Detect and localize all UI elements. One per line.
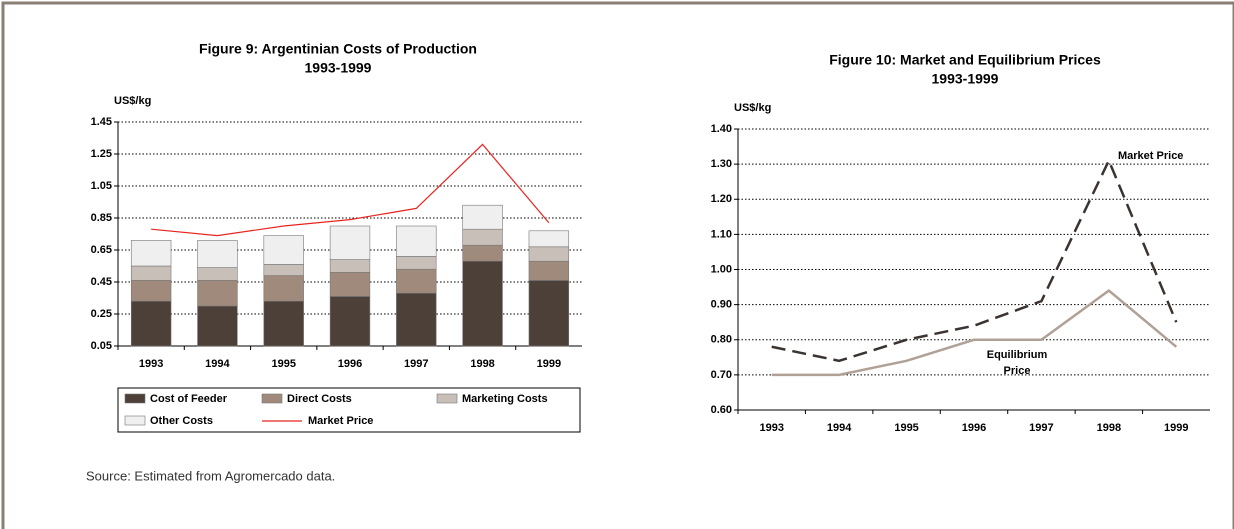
bar-segment <box>462 244 503 262</box>
bar-segment <box>130 265 172 281</box>
bar-segment <box>396 225 437 257</box>
bar-segment <box>528 246 570 262</box>
x-tick-label: 1994 <box>205 358 230 370</box>
x-tick-label: 1997 <box>404 358 428 370</box>
legend-box <box>117 387 581 433</box>
legend-label: Marketing Costs <box>462 393 548 405</box>
bar-segment <box>263 235 304 265</box>
y-tick-label: 0.80 <box>711 334 732 346</box>
x-tick-label: 1996 <box>962 422 986 434</box>
y-tick-label: 1.45 <box>91 116 112 128</box>
source: Source: Estimated from Agromercado data. <box>86 468 335 483</box>
bar-segment <box>263 300 304 347</box>
x-tick-label: 1993 <box>139 358 163 370</box>
bar-segment <box>396 292 437 347</box>
y-tick-label: 1.20 <box>711 193 732 205</box>
x-tick-label: 1995 <box>271 358 295 370</box>
bar-segment <box>462 228 503 246</box>
y-tick-label: 1.00 <box>711 263 732 275</box>
bar-segment <box>462 204 503 230</box>
legend-label: Other Costs <box>150 415 213 427</box>
bar-segment <box>263 264 304 276</box>
chart-subtitle: 1993-1999 <box>932 71 999 87</box>
y-axis-label: US$/kg <box>114 95 151 107</box>
x-tick-label: 1999 <box>1164 422 1188 434</box>
y-tick-label: 1.10 <box>711 228 732 240</box>
y-tick-label: 0.25 <box>91 308 112 320</box>
y-tick-label: 0.70 <box>711 369 732 381</box>
annotation: Equilibrium <box>987 349 1048 361</box>
y-tick-label: 0.85 <box>91 212 112 224</box>
bar-segment <box>329 225 371 260</box>
y-tick-label: 0.05 <box>91 340 112 352</box>
annotation: Price <box>1004 365 1031 377</box>
chart-title: Figure 9: Argentinian Costs of Productio… <box>199 41 477 57</box>
chart-title: Figure 10: Market and Equilibrium Prices <box>829 52 1101 68</box>
x-tick-label: 1998 <box>1097 422 1121 434</box>
bar-segment <box>396 268 437 294</box>
bar-segment <box>263 275 304 302</box>
x-tick-label: 1998 <box>470 358 494 370</box>
legend-swatch <box>124 415 146 426</box>
bar-segment <box>329 272 371 297</box>
x-tick-label: 1995 <box>894 422 918 434</box>
chart-subtitle: 1993-1999 <box>305 60 372 76</box>
line-series <box>771 288 1178 377</box>
bar-segment <box>197 267 238 281</box>
bar-segment <box>130 240 172 267</box>
bar-segment <box>130 300 172 347</box>
bar-segment <box>396 256 437 270</box>
line-series <box>151 143 550 237</box>
x-tick-label: 1996 <box>338 358 362 370</box>
y-tick-label: 0.45 <box>91 276 112 288</box>
line-series <box>771 157 1178 363</box>
bar-segment <box>528 230 570 248</box>
legend-label: Direct Costs <box>287 393 352 405</box>
legend-swatch <box>124 393 146 404</box>
y-axis-label: US$/kg <box>734 102 771 114</box>
x-tick-label: 1994 <box>827 422 852 434</box>
bar-segment <box>197 305 238 347</box>
bar-segment <box>130 280 172 302</box>
bar-segment <box>197 240 238 268</box>
y-tick-label: 0.60 <box>711 404 732 416</box>
x-tick-label: 1999 <box>537 358 561 370</box>
bar-segment <box>528 260 570 281</box>
y-tick-label: 1.25 <box>91 148 112 160</box>
y-tick-label: 0.65 <box>91 244 112 256</box>
annotation: Market Price <box>1118 150 1183 162</box>
y-tick-label: 1.05 <box>91 180 112 192</box>
bar-segment <box>528 280 570 347</box>
y-tick-label: 0.90 <box>711 299 732 311</box>
y-tick-label: 1.30 <box>711 158 732 170</box>
legend-swatch <box>436 393 458 404</box>
legend-swatch <box>261 393 283 404</box>
legend-label: Cost of Feeder <box>150 393 228 405</box>
x-tick-label: 1997 <box>1029 422 1053 434</box>
y-tick-label: 1.40 <box>711 123 732 135</box>
bar-segment <box>462 260 503 347</box>
bar-segment <box>329 296 371 347</box>
x-tick-label: 1993 <box>759 422 783 434</box>
bar-segment <box>329 259 371 273</box>
legend-label: Market Price <box>308 415 373 427</box>
bar-segment <box>197 280 238 307</box>
